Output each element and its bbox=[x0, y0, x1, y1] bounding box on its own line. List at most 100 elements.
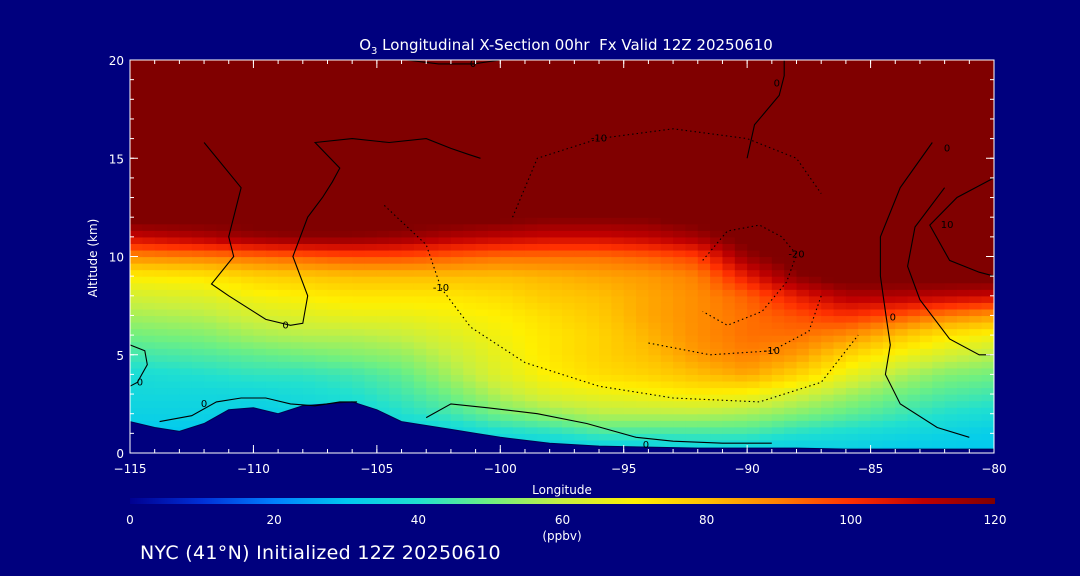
heatmap-cell bbox=[882, 217, 896, 225]
heatmap-cell bbox=[919, 289, 933, 297]
heatmap-cell bbox=[734, 380, 748, 389]
heatmap-cell bbox=[808, 341, 822, 349]
heatmap-cell bbox=[253, 184, 267, 192]
heatmap-cell bbox=[685, 86, 699, 94]
heatmap-cell bbox=[154, 249, 168, 258]
heatmap-cell bbox=[821, 86, 835, 94]
heatmap-cell bbox=[130, 367, 143, 375]
heatmap-cell bbox=[290, 367, 304, 375]
heatmap-cell bbox=[734, 177, 748, 186]
heatmap-cell bbox=[339, 191, 353, 199]
heatmap-cell bbox=[154, 99, 168, 107]
heatmap-cell bbox=[907, 308, 921, 317]
heatmap-cell bbox=[142, 230, 156, 238]
heatmap-cell bbox=[660, 256, 674, 264]
heatmap-cell bbox=[438, 145, 452, 153]
contour-line bbox=[929, 177, 994, 277]
heatmap-cell bbox=[833, 315, 847, 323]
heatmap-cell bbox=[339, 184, 353, 192]
heatmap-cell bbox=[191, 105, 205, 113]
heatmap-cell bbox=[475, 249, 489, 258]
heatmap-cell bbox=[574, 158, 588, 166]
heatmap-cell bbox=[870, 92, 884, 100]
heatmap-cell bbox=[636, 439, 649, 448]
heatmap-cell bbox=[919, 151, 933, 159]
heatmap-cell bbox=[722, 269, 736, 277]
heatmap-cell bbox=[376, 335, 390, 343]
heatmap-cell bbox=[537, 158, 551, 166]
heatmap-cell bbox=[450, 86, 464, 94]
heatmap-cell bbox=[673, 105, 687, 113]
heatmap-cell bbox=[426, 400, 440, 408]
heatmap-cell bbox=[339, 276, 353, 284]
heatmap-cell bbox=[981, 407, 994, 415]
heatmap-cell bbox=[759, 256, 773, 264]
heatmap-cell bbox=[487, 387, 501, 395]
heatmap-cell bbox=[389, 204, 403, 212]
heatmap-cell bbox=[290, 105, 304, 113]
heatmap-cell bbox=[327, 204, 341, 212]
heatmap-cell bbox=[722, 158, 736, 166]
heatmap-cell bbox=[747, 177, 761, 186]
heatmap-cell bbox=[562, 400, 575, 408]
heatmap-cell bbox=[722, 217, 736, 225]
heatmap-cell bbox=[648, 164, 662, 172]
heatmap-cell bbox=[401, 73, 415, 81]
heatmap-cell bbox=[808, 92, 822, 100]
heatmap-cell bbox=[636, 420, 649, 428]
heatmap-cell bbox=[562, 289, 575, 297]
heatmap-cell bbox=[216, 204, 230, 212]
y-tick-label: 10 bbox=[109, 251, 124, 265]
heatmap-cell bbox=[327, 79, 341, 87]
heatmap-cell bbox=[376, 171, 390, 179]
heatmap-cell bbox=[290, 335, 304, 343]
heatmap-cell bbox=[648, 184, 662, 192]
heatmap-cell bbox=[500, 230, 514, 238]
heatmap-cell bbox=[907, 374, 921, 382]
heatmap-cell bbox=[179, 400, 193, 408]
heatmap-cell bbox=[747, 420, 761, 428]
heatmap-cell bbox=[747, 171, 761, 179]
contour-label: -10 bbox=[764, 346, 780, 357]
heatmap-cell bbox=[364, 400, 378, 408]
heatmap-cell bbox=[537, 269, 551, 277]
heatmap-cell bbox=[302, 289, 316, 297]
heatmap-cell bbox=[574, 315, 588, 323]
heatmap-cell bbox=[969, 420, 983, 428]
heatmap-cell bbox=[426, 105, 440, 113]
heatmap-cell bbox=[586, 439, 600, 448]
heatmap-cell bbox=[228, 361, 242, 369]
heatmap-cell bbox=[487, 191, 501, 199]
heatmap-cell bbox=[969, 204, 983, 212]
heatmap-cell bbox=[327, 348, 341, 356]
heatmap-cell bbox=[562, 315, 575, 323]
heatmap-cell bbox=[882, 426, 896, 434]
heatmap-cell bbox=[487, 335, 501, 343]
heatmap-cell bbox=[808, 413, 822, 421]
heatmap-cell bbox=[981, 145, 994, 153]
heatmap-cell bbox=[636, 73, 649, 81]
heatmap-cell bbox=[130, 256, 143, 264]
heatmap-cell bbox=[697, 92, 711, 100]
heatmap-cell bbox=[574, 197, 588, 205]
heatmap-cell bbox=[352, 223, 366, 231]
heatmap-cell bbox=[907, 400, 921, 408]
heatmap-cell bbox=[710, 413, 724, 421]
heatmap-cell bbox=[376, 132, 390, 140]
heatmap-cell bbox=[500, 322, 514, 330]
heatmap-cell bbox=[376, 105, 390, 113]
heatmap-cell bbox=[524, 217, 538, 225]
heatmap-cell bbox=[562, 335, 575, 343]
heatmap-cell bbox=[389, 407, 403, 415]
heatmap-cell bbox=[734, 125, 748, 133]
heatmap-cell bbox=[771, 420, 785, 428]
heatmap-cell bbox=[512, 387, 526, 395]
heatmap-cell bbox=[734, 348, 748, 356]
heatmap-cell bbox=[759, 151, 773, 159]
heatmap-cell bbox=[895, 387, 909, 395]
heatmap-cell bbox=[734, 302, 748, 310]
heatmap-cell bbox=[253, 177, 267, 186]
heatmap-cell bbox=[438, 217, 452, 225]
heatmap-cell bbox=[784, 184, 798, 192]
heatmap-cell bbox=[833, 426, 847, 434]
